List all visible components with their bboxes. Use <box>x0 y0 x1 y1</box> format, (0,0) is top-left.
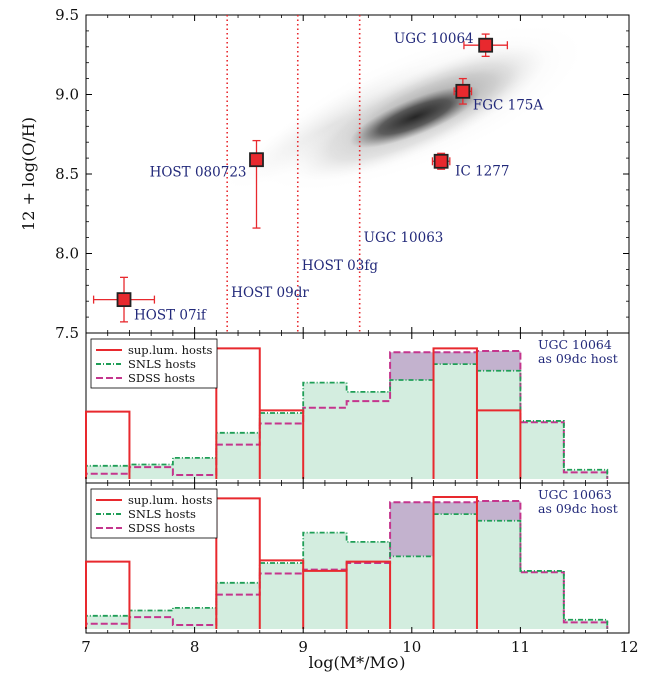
x-tick-label: 7 <box>81 638 91 656</box>
sdss-excess-fill <box>390 352 434 380</box>
reference-line-label: UGC 10063 <box>364 230 444 246</box>
x-axis-title: log(M*/M⊙) <box>308 653 405 672</box>
point-label: UGC 10064 <box>394 31 474 47</box>
legend-label: SDSS hosts <box>128 521 195 535</box>
x-tick-label: 8 <box>190 638 200 656</box>
legend-label: sup.lum. hosts <box>128 343 212 357</box>
panel-annotation: UGC 10063 <box>538 487 612 502</box>
y-tick-label: 9.5 <box>55 6 79 24</box>
x-tick-label: 12 <box>619 638 638 656</box>
sdss-excess-fill <box>390 502 434 557</box>
x-tick-label: 9 <box>298 638 308 656</box>
point-marker <box>249 152 264 168</box>
point-marker <box>433 153 449 169</box>
snls-histogram <box>85 513 609 629</box>
legend-label: SNLS hosts <box>128 507 196 521</box>
x-tick-label: 11 <box>511 638 530 656</box>
snls-histogram <box>85 363 609 479</box>
y-axis-title: 12 + log(O/H) <box>19 117 38 231</box>
suplum-histogram <box>85 496 478 629</box>
sdss-excess-fill <box>476 500 521 521</box>
data-point <box>453 77 473 105</box>
point-marker <box>116 292 132 308</box>
reference-line-label: HOST 09dr <box>231 285 309 301</box>
host-galaxy-labels: HOST 07if HOST 080723 IC 1277 FGC 175A UGC 1… <box>134 31 543 323</box>
sdss-density-cloud <box>227 24 584 192</box>
panel-annotation: UGC 10064 <box>538 337 612 352</box>
x-tick-label: 10 <box>402 638 421 656</box>
data-point <box>431 152 451 170</box>
point-label: HOST 07if <box>134 308 207 324</box>
legend-label: SDSS hosts <box>128 371 195 385</box>
panel-annotation: as 09dc host <box>538 501 618 516</box>
data-point <box>249 139 264 229</box>
y-tick-label: 7.5 <box>55 324 79 342</box>
y-tick-label: 9.0 <box>55 86 79 104</box>
sdss-excess-fill <box>433 352 477 365</box>
point-label: HOST 080723 <box>150 165 247 181</box>
reference-line-label: HOST 03fg <box>302 258 379 274</box>
point-marker <box>478 37 494 53</box>
data-point <box>92 276 156 323</box>
legend-box <box>90 488 218 539</box>
sdss-excess-fill <box>476 350 521 371</box>
point-marker <box>455 83 471 99</box>
panel-annotation: as 09dc host <box>538 351 618 366</box>
point-label: FGC 175A <box>473 97 544 113</box>
data-point <box>463 33 509 57</box>
legend-box <box>90 338 218 389</box>
suplum-histogram <box>85 347 522 479</box>
legend-label: SNLS hosts <box>128 357 196 371</box>
legend-label: sup.lum. hosts <box>128 493 212 507</box>
y-tick-label: 8.5 <box>55 165 79 183</box>
sdss-excess-fill <box>433 502 477 515</box>
point-label: IC 1277 <box>455 163 509 179</box>
bottom-panel-frame <box>85 482 630 634</box>
y-ticks: 7.5 8.0 8.5 9.0 9.5 <box>55 6 629 342</box>
reference-line-labels: HOST 09dr HOST 03fg UGC 10063 <box>231 230 443 301</box>
x-ticks: 7 8 9 10 11 12 <box>81 15 639 656</box>
host-galaxy-points <box>92 33 509 323</box>
y-tick-label: 8.0 <box>55 245 79 263</box>
